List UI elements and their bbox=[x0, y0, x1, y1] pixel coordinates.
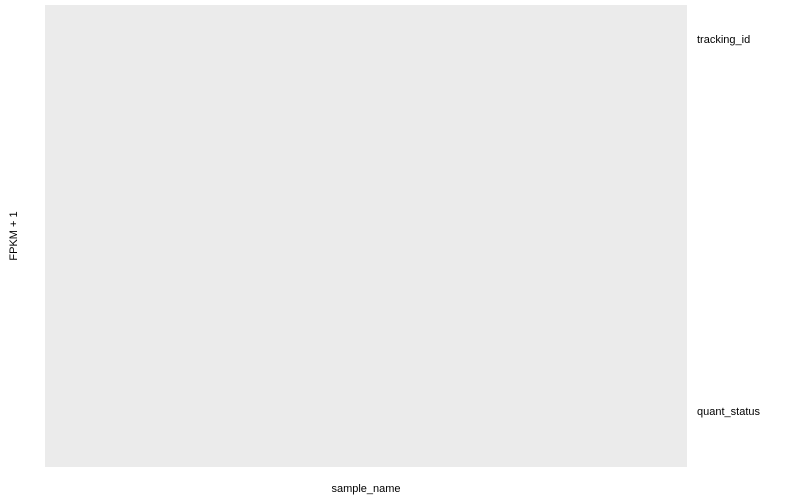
legend-title: tracking_id bbox=[697, 34, 750, 46]
shape-legend-title: quant_status bbox=[697, 406, 760, 418]
plot-panel bbox=[45, 5, 687, 467]
y-axis-title: FPKM + 1 bbox=[8, 211, 20, 260]
x-axis-title: sample_name bbox=[331, 483, 400, 495]
